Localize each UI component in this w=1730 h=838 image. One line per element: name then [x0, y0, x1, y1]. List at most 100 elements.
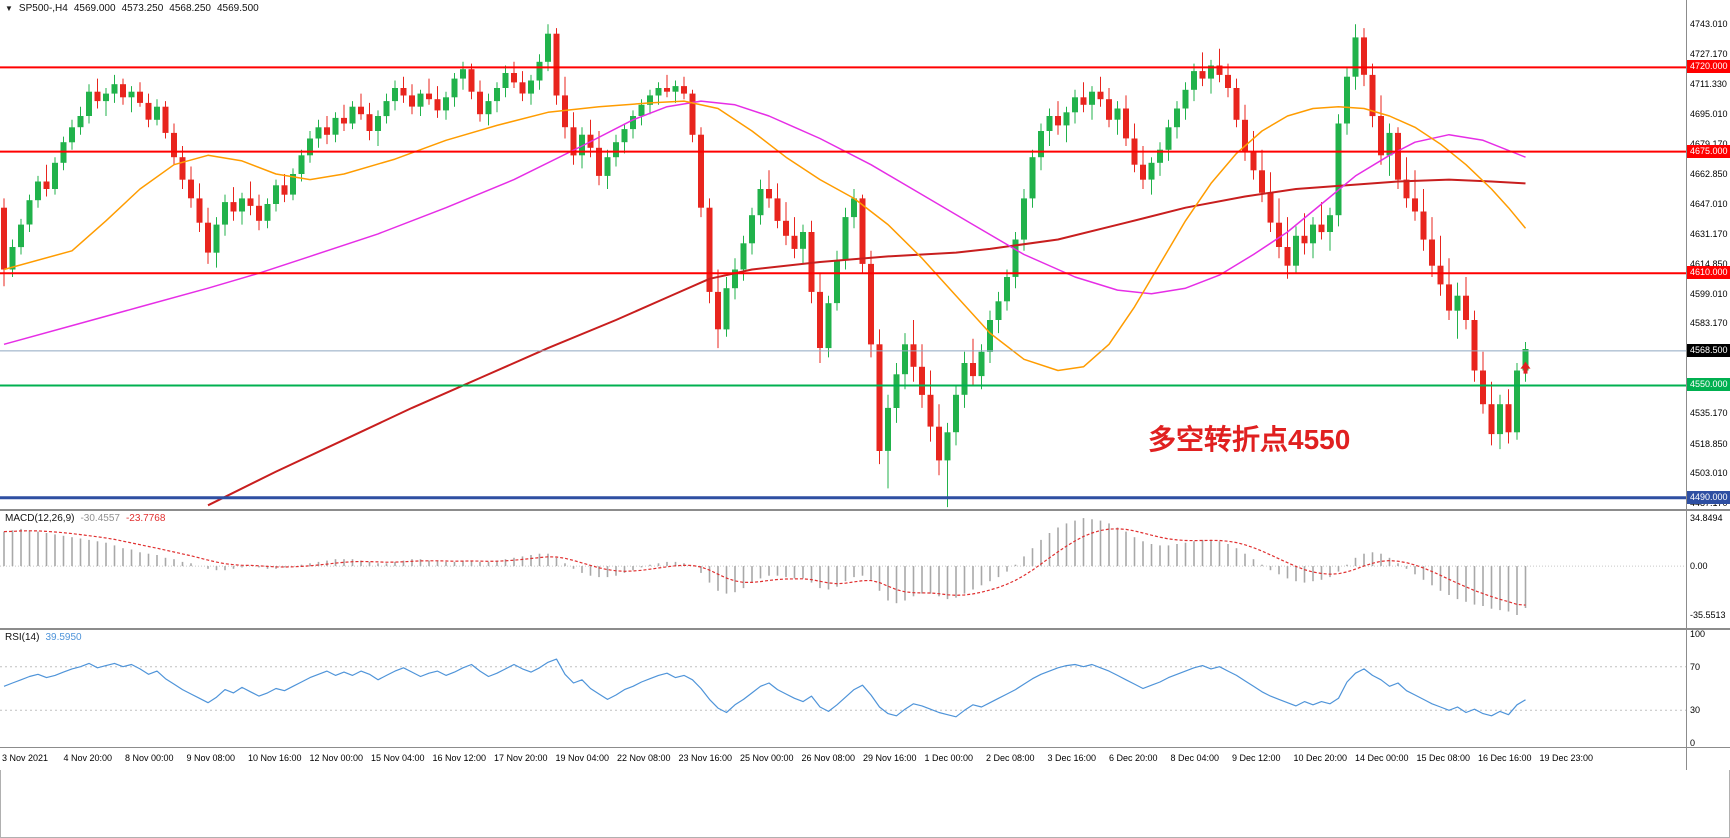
candle [477, 91, 483, 115]
candle [1004, 277, 1010, 302]
time-axis-label: 14 Dec 00:00 [1355, 753, 1409, 763]
candle [1412, 198, 1418, 212]
time-axis-label: 22 Nov 08:00 [617, 753, 671, 763]
macd-panel[interactable]: MACD(12,26,9) -30.4557 -23.7768 [0, 511, 1686, 628]
macd-name: MACD(12,26,9) [5, 513, 75, 524]
macd-signal-line [3, 528, 1526, 606]
chart-collapse-icon[interactable]: ▼ [5, 4, 13, 13]
level-price-tag: 4550.000 [1687, 378, 1730, 392]
panel-separator[interactable] [0, 628, 1730, 630]
candle [1454, 295, 1461, 311]
candle [511, 73, 517, 83]
rsi-axis-label: 70 [1690, 661, 1701, 672]
price-axis-label: 4679.170 [1690, 139, 1728, 149]
candle [1191, 71, 1197, 90]
candle [103, 93, 109, 102]
candle [196, 198, 203, 223]
ma-long-red-line[interactable] [207, 178, 1526, 507]
candle [69, 127, 75, 143]
buy-arrow-marker[interactable] [1520, 361, 1531, 374]
candle [443, 97, 449, 111]
candle [1165, 127, 1172, 150]
macd-indicator-label[interactable]: MACD(12,26,9) -30.4557 -23.7768 [5, 513, 171, 524]
candle [562, 95, 568, 128]
candle [715, 291, 721, 330]
candle [213, 224, 220, 253]
panel-separator[interactable] [0, 747, 1730, 748]
candle [1293, 235, 1299, 266]
candle [171, 132, 177, 158]
macd-axis-label: 0.00 [1690, 561, 1708, 572]
rsi-canvas[interactable] [0, 630, 1686, 747]
time-axis-label: 6 Dec 20:00 [1109, 753, 1158, 763]
rsi-axis-scale[interactable]: 100 70 30 0 [1686, 629, 1730, 748]
ma-mid-magenta-line[interactable] [3, 100, 1526, 346]
macd-value-main: -30.4557 [80, 513, 120, 524]
candle [876, 344, 883, 451]
ohlc-high: 4573.250 [121, 3, 164, 14]
price-axis-scale[interactable]: 4743.010 4727.170 4711.330 4695.010 4679.170… [1686, 0, 1730, 509]
candle [596, 147, 602, 176]
panel-separator[interactable] [0, 509, 1730, 511]
candle [987, 320, 993, 352]
rsi-indicator-label[interactable]: RSI(14) 39.5950 [5, 632, 88, 643]
candlesticks [1, 24, 1529, 508]
time-axis-label: 8 Dec 04:00 [1170, 753, 1220, 763]
candle [1378, 116, 1384, 156]
time-axis-label: 1 Dec 00:00 [924, 753, 974, 763]
level-price-tag: 4720.000 [1687, 60, 1730, 74]
candle [698, 134, 704, 208]
rsi-axis-label: 100 [1690, 629, 1706, 639]
candle [256, 205, 262, 221]
candle [757, 189, 764, 216]
candle [579, 134, 585, 156]
candle [1437, 265, 1444, 285]
time-axis-label: 3 Dec 16:00 [1047, 753, 1097, 763]
price-axis-label: 4662.850 [1690, 169, 1728, 180]
candle [1182, 89, 1189, 109]
candle [893, 374, 900, 408]
candle [392, 88, 398, 102]
price-axis-label: 4518.850 [1690, 438, 1728, 449]
time-axis-label: 9 Dec 12:00 [1232, 753, 1281, 763]
axis-corner [1686, 748, 1730, 770]
price-chart-panel[interactable]: ▼ SP500-,H4 4569.000 4573.250 4568.250 4569.5… [0, 0, 1686, 509]
candle [749, 215, 755, 244]
time-axis[interactable]: 3 Nov 2021 4 Nov 20:00 8 Nov 00:00 9 Nov 08… [0, 748, 1730, 770]
candle [1123, 108, 1129, 139]
candle [740, 243, 747, 270]
time-axis-label: 16 Nov 12:00 [432, 753, 487, 763]
rsi-line [3, 658, 1526, 718]
candle [1514, 370, 1520, 433]
rsi-panel[interactable]: RSI(14) 39.5950 [0, 630, 1686, 747]
candle [247, 198, 254, 206]
time-axis-label: 23 Nov 16:00 [678, 753, 733, 763]
candle [417, 93, 424, 107]
macd-axis-scale[interactable]: 34.8494 0.00 -35.5513 [1686, 511, 1730, 628]
candle [919, 366, 925, 395]
rsi-value: 39.5950 [45, 632, 82, 643]
candle [324, 127, 330, 135]
candle [604, 157, 611, 176]
ma-fast-orange-line[interactable] [3, 100, 1527, 372]
candle [137, 91, 143, 103]
candle [902, 344, 908, 375]
candle [910, 344, 917, 367]
time-axis-label: 19 Nov 04:00 [555, 753, 610, 763]
candle [817, 291, 823, 348]
candle [944, 432, 951, 461]
macd-canvas[interactable] [0, 511, 1686, 628]
price-axis-label: 4535.170 [1690, 408, 1728, 419]
candle [1463, 295, 1469, 320]
candle [1276, 222, 1282, 247]
candle [970, 363, 976, 377]
time-axis-label: 15 Dec 08:00 [1416, 753, 1471, 763]
candle [400, 88, 407, 96]
price-chart-canvas[interactable] [0, 0, 1686, 509]
candle [358, 106, 364, 115]
candle [86, 91, 92, 116]
price-axis-label: 4727.170 [1690, 48, 1728, 59]
candle [868, 263, 874, 345]
chart-annotation-text[interactable]: 多空转折点4550 [1148, 424, 1351, 455]
candle [621, 129, 628, 143]
